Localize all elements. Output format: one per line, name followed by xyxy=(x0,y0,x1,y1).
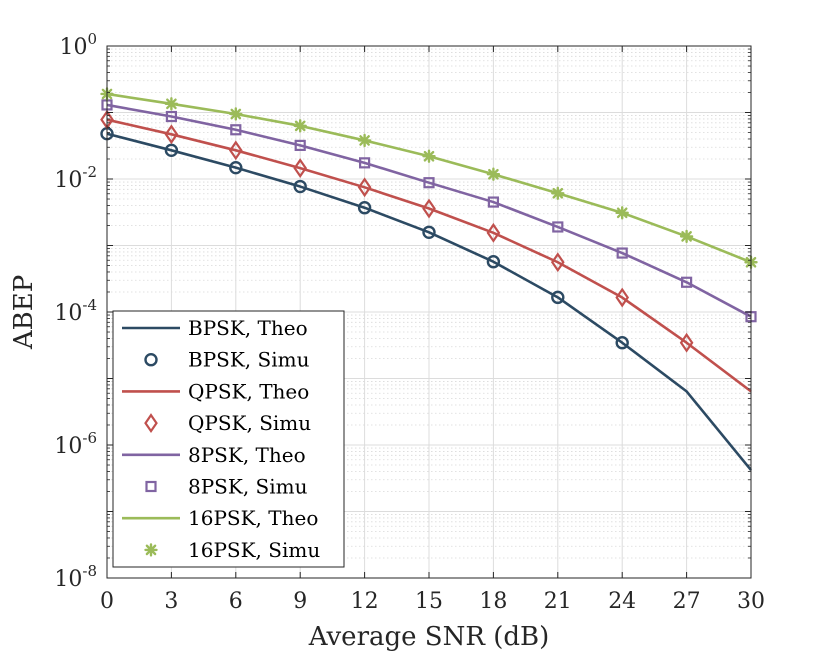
x-tick-label: 21 xyxy=(544,589,572,614)
data-point-16psk-simu xyxy=(293,119,307,133)
data-point-8psk-simu xyxy=(552,221,564,233)
data-point-8psk-simu xyxy=(423,177,435,189)
data-point-16psk-simu xyxy=(551,186,565,200)
legend-label: 8PSK, Theo xyxy=(188,443,306,467)
series-line-qpsk-theo xyxy=(106,118,752,393)
data-point-8psk-simu xyxy=(294,139,306,152)
y-tick-label-exponent: -8 xyxy=(82,562,97,580)
data-point-8psk-simu xyxy=(359,157,371,169)
data-point-qpsk-simu xyxy=(422,198,436,219)
x-tick-label: 9 xyxy=(293,589,307,614)
data-point-8psk-simu xyxy=(165,110,177,123)
data-point-bpsk-simu xyxy=(486,255,501,269)
y-tick-label-base: 10 xyxy=(54,301,82,326)
data-point-bpsk-simu xyxy=(357,201,372,215)
data-point-16psk-simu xyxy=(486,167,501,181)
data-point-bpsk-simu xyxy=(422,225,436,239)
data-point-qpsk-simu xyxy=(615,287,630,308)
data-point-16psk-simu xyxy=(357,133,372,148)
y-tick-label-exponent: -2 xyxy=(82,163,97,181)
y-tick-label: 10-4 xyxy=(54,296,97,326)
y-axis-title: ABEP xyxy=(9,275,39,350)
data-point-bpsk-simu xyxy=(615,336,629,350)
data-point-bpsk-simu xyxy=(164,143,179,158)
x-tick-label: 30 xyxy=(737,589,765,614)
data-point-bpsk-simu xyxy=(229,160,243,175)
data-point-8psk-simu xyxy=(616,247,628,259)
y-tick-label-base: 10 xyxy=(54,434,82,459)
x-tick-label: 12 xyxy=(351,589,379,614)
data-point-16psk-simu xyxy=(615,206,629,220)
data-point-16psk-simu xyxy=(229,107,243,121)
data-point-8psk-simu xyxy=(487,196,499,208)
y-tick-label-exponent: -4 xyxy=(82,296,97,314)
legend-label: 16PSK, Theo xyxy=(188,506,318,530)
y-tick-label: 10-2 xyxy=(54,163,97,193)
tick-marks xyxy=(106,45,752,579)
data-point-qpsk-simu xyxy=(679,332,694,353)
legend-marker-swatch xyxy=(144,353,158,367)
data-point-bpsk-simu xyxy=(293,179,307,194)
data-point-bpsk-simu xyxy=(551,290,565,305)
y-tick-label-exponent: -6 xyxy=(82,429,97,447)
x-tick-label: 24 xyxy=(608,589,636,614)
y-tick-label: 100 xyxy=(59,30,97,60)
y-tick-label-base: 10 xyxy=(54,567,82,592)
x-tick-label: 18 xyxy=(479,589,507,614)
x-tick-label: 0 xyxy=(100,589,114,614)
legend-marker-swatch xyxy=(144,413,158,434)
data-point-16psk-simu xyxy=(679,229,694,244)
legend-label: BPSK, Theo xyxy=(188,316,308,340)
data-point-16psk-simu xyxy=(164,97,179,111)
data-point-qpsk-simu xyxy=(293,158,308,179)
legend-label: QPSK, Theo xyxy=(188,379,309,403)
x-tick-label: 6 xyxy=(229,589,243,614)
y-tick-label-base: 10 xyxy=(54,168,82,193)
series-line-8psk-theo xyxy=(106,103,752,318)
data-point-qpsk-simu xyxy=(550,252,565,273)
legend-marker-swatch xyxy=(145,480,157,493)
legend-label: BPSK, Simu xyxy=(188,348,310,372)
data-point-8psk-simu xyxy=(680,276,693,288)
series-line-bpsk-theo xyxy=(106,132,753,471)
data-point-qpsk-simu xyxy=(357,177,372,198)
y-tick-label-exponent: 0 xyxy=(87,30,97,48)
legend: BPSK, Theo BPSK, Simu QPSK, Theo QPSK, Simu… xyxy=(112,310,345,568)
legend-label: 16PSK, Simu xyxy=(188,538,320,562)
data-point-qpsk-simu xyxy=(164,124,179,145)
y-tick-label-base: 10 xyxy=(59,35,87,60)
x-tick-label: 3 xyxy=(164,589,178,614)
x-tick-label: 27 xyxy=(673,589,701,614)
legend-marker-swatch xyxy=(144,543,158,557)
data-point-qpsk-simu xyxy=(486,222,501,243)
data-point-8psk-simu xyxy=(230,124,242,136)
x-tick-label: 15 xyxy=(415,589,443,614)
y-tick-label: 10-8 xyxy=(54,562,97,592)
data-point-16psk-simu xyxy=(422,149,436,163)
x-tick-labels: 0 3 6 9 12 15 18 21 24 27 30 xyxy=(100,589,765,614)
legend-label: QPSK, Simu xyxy=(188,411,311,435)
x-axis-title: Average SNR (dB) xyxy=(308,622,549,652)
data-point-qpsk-simu xyxy=(228,140,243,161)
legend-label: 8PSK, Simu xyxy=(188,475,308,499)
y-tick-label: 10-6 xyxy=(54,429,97,459)
